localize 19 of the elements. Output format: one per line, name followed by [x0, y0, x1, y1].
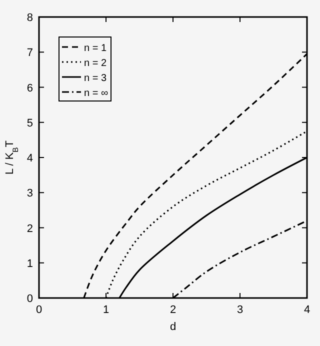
y-tick-label: 0: [26, 293, 33, 305]
x-tick-label: 0: [36, 304, 42, 316]
y-tick-label: 4: [26, 152, 33, 164]
y-tick-label: 7: [26, 47, 33, 60]
x-axis-title: d: [170, 321, 176, 333]
x-tick-label: 2: [170, 304, 176, 316]
y-tick-label: 2: [26, 222, 33, 235]
legend-label: n = 2: [84, 58, 107, 69]
x-tick-label: 1: [102, 304, 110, 316]
legend-label: n = 3: [84, 73, 107, 84]
legend-label: n = 1: [84, 43, 107, 54]
y-tick-label: 6: [26, 82, 33, 94]
y-tick-label: 5: [26, 117, 33, 130]
y-tick-label: 8: [26, 12, 33, 24]
y-tick-label: 3: [26, 188, 33, 200]
legend-label: n = ∞: [84, 88, 108, 99]
y-tick-label: 1: [26, 258, 33, 270]
x-tick-label: 4: [304, 304, 310, 316]
x-tick-label: 3: [236, 304, 244, 316]
